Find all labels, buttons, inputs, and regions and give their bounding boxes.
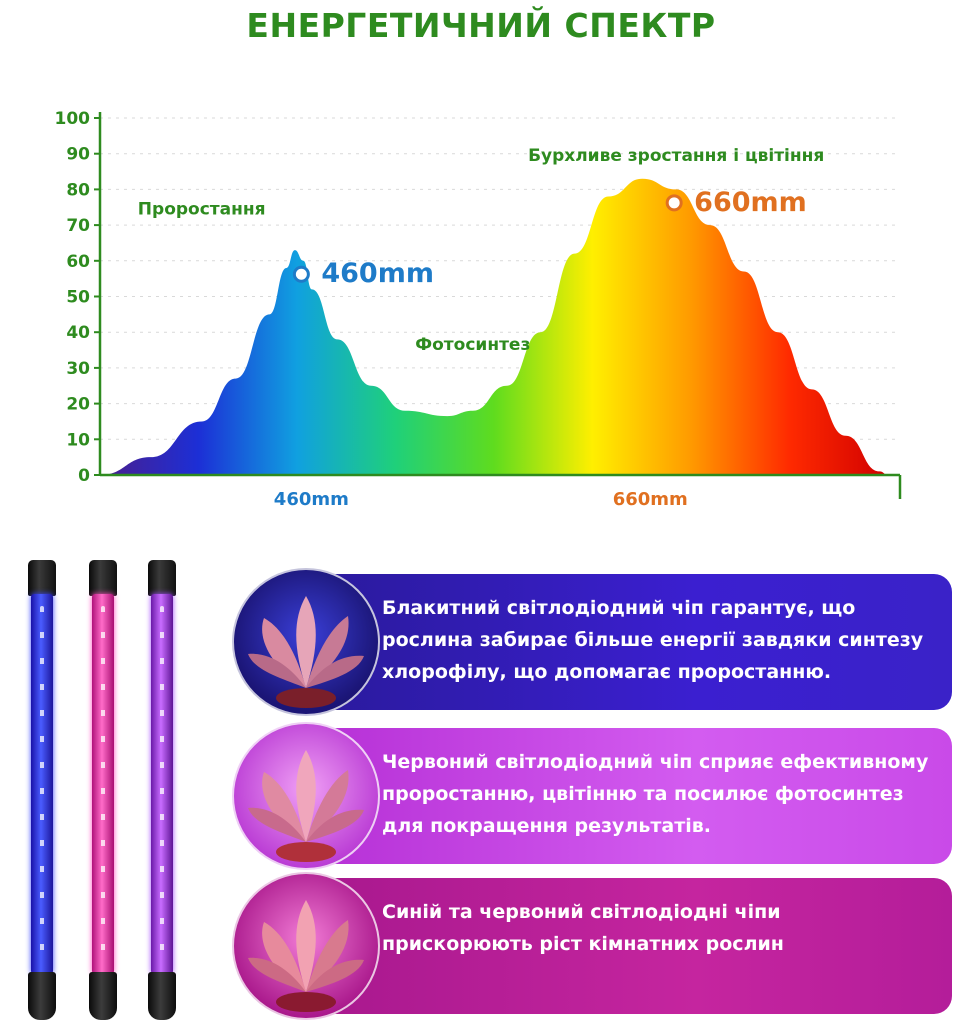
- peak-marker: [292, 265, 310, 283]
- panel-band: [312, 574, 952, 710]
- lamp-red: [89, 560, 117, 1020]
- peak-marker: [665, 194, 683, 212]
- plant-photo-blue: [232, 568, 380, 716]
- annotation-label: 660mm: [694, 187, 807, 218]
- page-title: ЕНЕРГЕТИЧНИЙ СПЕКТР: [246, 6, 716, 45]
- lamp-cap-bottom: [148, 972, 176, 1020]
- x-tick-labels: 460mm 660mm: [274, 489, 688, 510]
- x-tick-label: 660mm: [613, 489, 688, 510]
- lamp-tube-red: [92, 594, 114, 974]
- lamp-mixed: [148, 560, 176, 1020]
- panel-band: [312, 728, 952, 864]
- annotations: Проростання 460mm Фотосинтез Бурхливе зрост…: [138, 146, 824, 355]
- info-panel-blue: Блакитний світлодіодний чіп гарантує, що…: [232, 568, 956, 716]
- y-tick-label: 40: [66, 323, 90, 343]
- panel-band: [312, 878, 952, 1014]
- y-tick-label: 30: [66, 359, 90, 379]
- lamp-cap-bottom: [89, 972, 117, 1020]
- info-panel-red: Червоний світлодіодний чіп сприяє ефекти…: [232, 722, 956, 870]
- plant-photo-red: [232, 722, 380, 870]
- y-tick-label: 90: [66, 145, 90, 165]
- y-tick-label: 100: [55, 109, 91, 129]
- y-tick-label: 20: [66, 395, 90, 415]
- lamp-tube-blue: [31, 594, 53, 974]
- y-tick-label: 50: [66, 288, 90, 308]
- plant-icon: [248, 596, 364, 708]
- plant-icon: [248, 750, 364, 862]
- panel-text: Червоний світлодіодний чіп сприяє ефекти…: [382, 751, 929, 837]
- y-tick-label: 70: [66, 216, 90, 236]
- spectrum-area: [100, 178, 888, 475]
- y-tick-label: 0: [78, 466, 90, 486]
- info-panel-combined: Синій та червоний світлодіодні чіпи прис…: [232, 872, 956, 1020]
- annotation-label: Фотосинтез: [415, 335, 530, 355]
- x-tick-label: 460mm: [274, 489, 349, 510]
- spectrum-chart: 0 10 20 30 40 50 60 70 80 90 100 460mm 660mm Пророс…: [55, 109, 902, 510]
- lamp-cap-bottom: [28, 972, 56, 1020]
- annotation-label: Бурхливе зростання і цвітіння: [528, 146, 824, 166]
- lamp-cap-top: [89, 560, 117, 596]
- panel-text: Синій та червоний світлодіодні чіпи прис…: [382, 901, 784, 955]
- plant-icon: [248, 900, 364, 1012]
- y-tick-label: 10: [66, 430, 90, 450]
- axes: [98, 112, 902, 499]
- lamp-cap-top: [148, 560, 176, 596]
- lamp-tube-mixed: [151, 594, 173, 974]
- plant-photo-combined: [232, 872, 380, 1020]
- lamp-blue: [28, 560, 56, 1020]
- panel-text: Блакитний світлодіодний чіп гарантує, що…: [382, 597, 924, 683]
- y-tick-label: 60: [66, 252, 90, 272]
- y-tick-label: 80: [66, 180, 90, 200]
- lamp-cap-top: [28, 560, 56, 596]
- y-tick-labels: 0 10 20 30 40 50 60 70 80 90 100: [55, 109, 91, 486]
- annotation-label: 460mm: [321, 258, 434, 289]
- annotation-label: Проростання: [138, 199, 266, 219]
